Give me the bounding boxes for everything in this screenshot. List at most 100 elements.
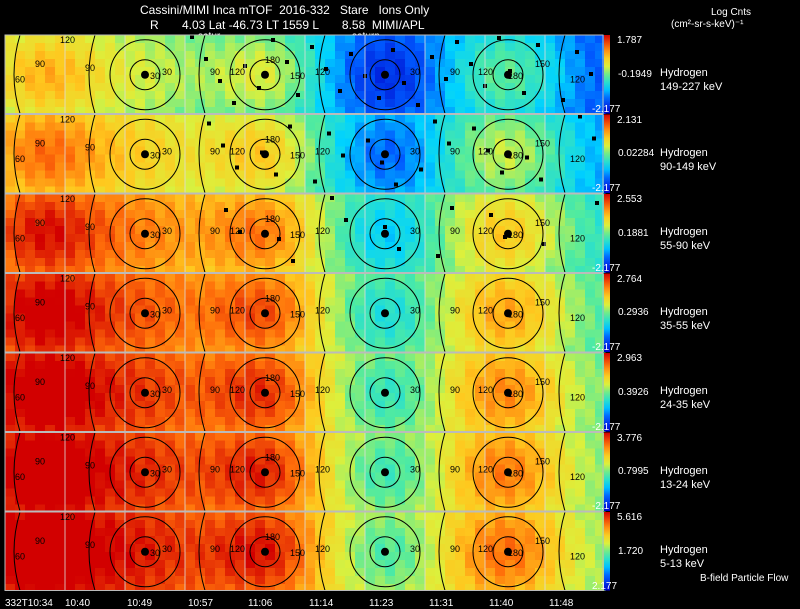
- heatmap-cell: [455, 114, 466, 123]
- heatmap-cell: [485, 202, 496, 211]
- heatmap-cell: [395, 242, 406, 251]
- heatmap-cell: [65, 544, 76, 553]
- heatmap-cell: [565, 448, 576, 457]
- data-gap-cell: [394, 182, 398, 187]
- heatmap-cell: [595, 377, 606, 386]
- heatmap-cell: [305, 329, 316, 338]
- heatmap-cell: [245, 281, 256, 290]
- heatmap-cell: [385, 393, 396, 402]
- heatmap-cell: [555, 456, 566, 465]
- contour-label: 60: [15, 313, 25, 323]
- contour-line: [318, 114, 326, 194]
- heatmap-cell: [395, 401, 406, 410]
- heatmap-cell: [105, 520, 116, 529]
- heatmap-cell: [205, 99, 216, 108]
- heatmap-cell: [25, 321, 36, 330]
- heatmap-cell: [345, 297, 356, 306]
- colorbar: [604, 114, 610, 193]
- heatmap-cell: [25, 528, 36, 537]
- heatmap-cell: [325, 289, 336, 298]
- heatmap-cell: [255, 369, 266, 378]
- heatmap-cell: [75, 361, 86, 370]
- heatmap-cell: [275, 178, 286, 187]
- heatmap-cell: [105, 401, 116, 410]
- heatmap-cell: [395, 337, 406, 346]
- heatmap-cell: [115, 576, 126, 585]
- heatmap-cell: [265, 130, 276, 139]
- heatmap-cell: [175, 91, 186, 100]
- contour-circle: [109, 198, 181, 270]
- heatmap-cell: [335, 67, 346, 76]
- heatmap-cell: [235, 528, 246, 537]
- data-gap-cell: [500, 170, 504, 175]
- heatmap-cell: [595, 194, 606, 203]
- heatmap-cell: [255, 552, 266, 561]
- heatmap-cell: [435, 536, 446, 545]
- data-gap-cell: [391, 48, 395, 52]
- heatmap-cell: [535, 552, 546, 561]
- heatmap-cell: [215, 178, 226, 187]
- heatmap-cell: [355, 273, 366, 282]
- heatmap-cell: [105, 170, 116, 179]
- heatmap-cell: [395, 178, 406, 187]
- heatmap-cell: [535, 138, 546, 147]
- heatmap-cell: [355, 480, 366, 489]
- heatmap-cell: [335, 377, 346, 386]
- heatmap-cell: [395, 576, 406, 585]
- heatmap-cell: [205, 393, 216, 402]
- heatmap-cell: [125, 353, 136, 362]
- heatmap-cell: [15, 536, 26, 545]
- heatmap-cell: [395, 432, 406, 441]
- heatmap-cell: [395, 345, 406, 353]
- heatmap-cell: [155, 528, 166, 537]
- heatmap-cell: [275, 297, 286, 306]
- field-direction-dot: [381, 388, 389, 397]
- heatmap-cell: [565, 377, 576, 386]
- heatmap-cell: [145, 440, 156, 449]
- contour-label: 150: [290, 150, 305, 160]
- heatmap-cell: [535, 568, 546, 577]
- heatmap-cell: [95, 353, 106, 362]
- heatmap-cell: [155, 385, 166, 394]
- heatmap-cell: [45, 496, 56, 505]
- heatmap-cell: [155, 210, 166, 219]
- heatmap-cell: [85, 313, 96, 322]
- heatmap-cell: [265, 440, 276, 449]
- heatmap-cell: [265, 202, 276, 211]
- heatmap-cell: [25, 417, 36, 426]
- heatmap-cell: [215, 361, 226, 370]
- heatmap-cell: [85, 496, 96, 505]
- heatmap-cell: [65, 218, 76, 227]
- heatmap-cell: [155, 568, 166, 577]
- heatmap-cell: [215, 488, 226, 497]
- heatmap-cell: [135, 178, 146, 187]
- heatmap-cell: [575, 67, 586, 76]
- heatmap-cell: [305, 266, 316, 273]
- heatmap-cell: [525, 178, 536, 187]
- heatmap-cell: [235, 488, 246, 497]
- heatmap-cell: [235, 401, 246, 410]
- heatmap-cell: [45, 329, 56, 338]
- heatmap-cell: [5, 337, 16, 346]
- heatmap-cell: [65, 464, 76, 473]
- heatmap-cell: [55, 258, 66, 267]
- heatmap-cell: [155, 162, 166, 171]
- heatmap-cell: [135, 353, 146, 362]
- heatmap-cell: [375, 43, 386, 52]
- heatmap-cell: [455, 218, 466, 227]
- heatmap-cell: [185, 544, 196, 553]
- heatmap-cell: [495, 51, 506, 60]
- heatmap-cell: [505, 146, 516, 155]
- heatmap-cell: [325, 91, 336, 100]
- heatmap-cell: [535, 440, 546, 449]
- heatmap-cell: [155, 59, 166, 68]
- heatmap-cell: [95, 194, 106, 203]
- contour-label: 30: [410, 226, 420, 236]
- heatmap-cell: [325, 258, 336, 267]
- heatmap-cell: [275, 186, 286, 194]
- heatmap-cell: [205, 496, 216, 505]
- heatmap-cell: [485, 250, 496, 259]
- heatmap-cell: [565, 584, 576, 591]
- heatmap-cell: [595, 67, 606, 76]
- contour-label: 30: [162, 305, 172, 315]
